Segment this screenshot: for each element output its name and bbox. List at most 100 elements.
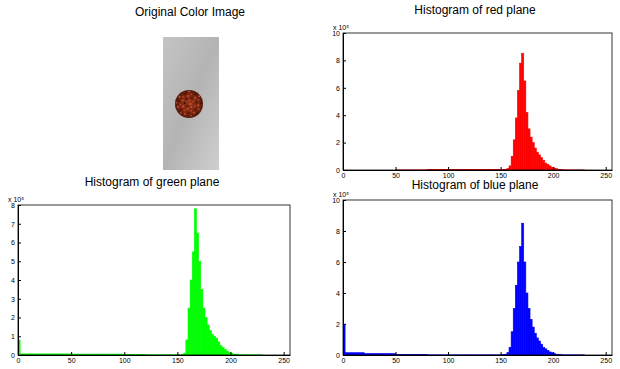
y-tick-label: 4 <box>336 112 340 119</box>
y-tick-mark <box>343 115 346 116</box>
photo-speck <box>197 112 199 114</box>
histogram-bar <box>545 163 547 170</box>
photo-speck <box>192 101 194 103</box>
histogram-panel: 050100150200250012345678x 10⁵Histogram o… <box>8 175 291 364</box>
photo-speck <box>180 109 182 111</box>
x-tick-mark <box>124 352 125 355</box>
histogram-bar <box>543 160 545 170</box>
x-tick-label: 50 <box>392 357 400 364</box>
axis-multiplier: x 10⁵ <box>333 24 349 31</box>
bars <box>343 223 585 355</box>
x-tick-mark <box>231 352 232 355</box>
y-tick-mark <box>343 33 346 34</box>
x-tick-label: 250 <box>600 172 612 179</box>
photo-speck <box>194 105 196 107</box>
x-tick-label: 150 <box>172 357 184 364</box>
y-axis: 0246810 <box>332 30 346 174</box>
histogram-bar <box>207 325 209 355</box>
y-tick-label: 4 <box>336 290 340 297</box>
photo-speck <box>180 112 182 114</box>
photo-speck <box>175 102 177 104</box>
y-tick-mark <box>343 60 346 61</box>
x-tick-mark <box>553 167 554 170</box>
histogram-bar <box>522 223 524 355</box>
histogram-bar <box>211 334 213 355</box>
y-tick-label: 0 <box>11 352 15 359</box>
x-tick-label: 200 <box>548 357 560 364</box>
y-tick-label: 3 <box>11 295 15 302</box>
y-tick-mark <box>343 231 346 232</box>
y-tick-label: 6 <box>11 239 15 246</box>
y-tick-label: 7 <box>11 220 15 227</box>
histogram-bar <box>222 348 224 356</box>
x-tick-label: 250 <box>600 357 612 364</box>
y-tick-label: 2 <box>336 139 340 146</box>
plot-frame <box>18 205 290 355</box>
photo <box>163 37 219 170</box>
x-axis-line <box>19 355 291 356</box>
photo-speck <box>190 93 192 95</box>
y-tick-label: 8 <box>336 228 340 235</box>
histogram-bar <box>541 344 543 355</box>
y-axis-line <box>343 201 344 356</box>
x-tick-mark <box>606 167 607 170</box>
histogram-bar <box>192 252 194 355</box>
y-tick-label: 1 <box>11 333 15 340</box>
x-axis-line <box>344 355 613 356</box>
histogram-bar <box>526 293 528 355</box>
x-tick: 200 <box>225 352 237 364</box>
y-tick: 6 <box>336 259 346 266</box>
x-tick: 50 <box>392 167 400 179</box>
histogram-bar <box>528 309 530 356</box>
y-tick: 0 <box>11 352 21 359</box>
histogram-bar <box>224 349 226 355</box>
x-tick-label: 250 <box>278 357 290 364</box>
y-tick: 1 <box>11 333 21 340</box>
x-tick: 50 <box>68 352 76 364</box>
image-title: Original Color Image <box>135 5 245 19</box>
x-tick-mark <box>284 352 285 355</box>
x-tick-mark <box>448 167 449 170</box>
plot-frame <box>343 200 612 355</box>
histogram-bar <box>524 262 526 355</box>
y-tick-label: 0 <box>336 352 340 359</box>
y-tick: 4 <box>336 290 346 297</box>
plot-background <box>343 33 612 170</box>
x-tick-label: 0 <box>342 172 346 179</box>
x-tick-mark <box>396 167 397 170</box>
x-tick-mark <box>448 352 449 355</box>
x-tick: 150 <box>172 352 184 364</box>
photo-speck <box>184 102 186 104</box>
x-tick-mark <box>501 167 502 170</box>
histogram-bar <box>188 308 190 355</box>
x-tick-label: 100 <box>443 357 455 364</box>
plot-background <box>18 205 290 355</box>
y-tick-mark <box>343 143 346 144</box>
x-tick-mark <box>501 352 502 355</box>
histogram-bar <box>549 352 551 355</box>
photo-speck <box>190 106 192 108</box>
x-tick: 200 <box>548 352 560 364</box>
y-tick: 2 <box>11 314 21 321</box>
page: Original Color Image05010015020025002468… <box>0 0 620 369</box>
y-tick-mark <box>18 205 21 206</box>
photo-speck <box>194 97 196 99</box>
histogram-bar <box>199 261 201 355</box>
histogram-bar <box>509 347 511 355</box>
histogram-bar <box>532 327 534 355</box>
y-tick-mark <box>343 355 346 356</box>
histogram-bar <box>522 54 524 170</box>
y-tick: 4 <box>336 112 346 119</box>
photo-speck <box>188 100 190 102</box>
x-tick: 100 <box>119 352 131 364</box>
figure: Original Color Image05010015020025002468… <box>0 0 620 369</box>
photo-speck <box>200 102 202 104</box>
plot-frame <box>343 33 612 170</box>
histogram-bar <box>543 347 545 355</box>
histogram-bar <box>528 129 530 170</box>
x-tick-label: 150 <box>495 357 507 364</box>
photo-speck <box>180 103 182 105</box>
histogram-bar <box>203 308 205 355</box>
photo-speck <box>186 105 188 107</box>
x-tick: 50 <box>392 352 400 364</box>
